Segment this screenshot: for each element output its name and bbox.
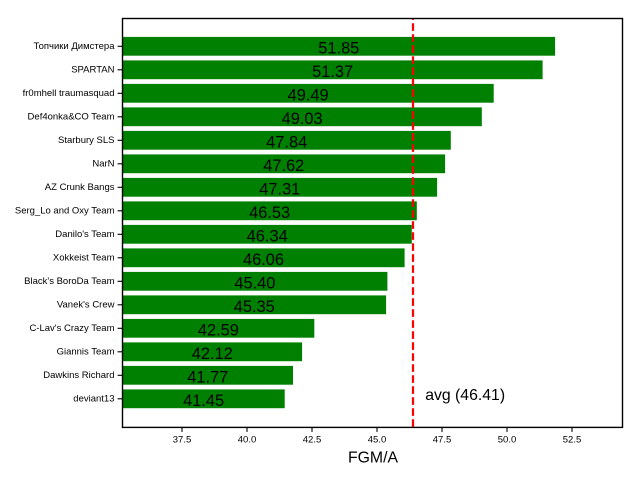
svg-text:47.5: 47.5 bbox=[433, 434, 452, 445]
svg-text:47.31: 47.31 bbox=[259, 181, 300, 199]
svg-text:41.45: 41.45 bbox=[183, 392, 224, 410]
svg-text:FGM/A: FGM/A bbox=[348, 450, 398, 467]
svg-text:NarN: NarN bbox=[92, 159, 114, 170]
svg-text:50.0: 50.0 bbox=[498, 434, 517, 445]
svg-text:42.5: 42.5 bbox=[303, 434, 322, 445]
svg-text:42.12: 42.12 bbox=[192, 345, 233, 363]
svg-text:AZ Crunk Bangs: AZ Crunk Bangs bbox=[45, 182, 115, 193]
svg-text:52.5: 52.5 bbox=[563, 434, 582, 445]
svg-text:fr0mhell traumasquad: fr0mhell traumasquad bbox=[23, 88, 115, 99]
svg-text:Starbury SLS: Starbury SLS bbox=[58, 135, 115, 146]
svg-text:deviant13: deviant13 bbox=[73, 394, 114, 405]
svg-text:46.06: 46.06 bbox=[243, 251, 284, 269]
svg-text:51.37: 51.37 bbox=[312, 63, 353, 81]
svg-text:45.40: 45.40 bbox=[234, 275, 275, 293]
svg-text:avg (46.41): avg (46.41) bbox=[425, 387, 505, 404]
svg-text:Danilo's Team: Danilo's Team bbox=[55, 229, 114, 240]
svg-text:47.62: 47.62 bbox=[263, 157, 304, 175]
svg-text:Топчики Димстера: Топчики Димстера bbox=[34, 41, 116, 52]
svg-text:45.35: 45.35 bbox=[234, 298, 275, 316]
svg-text:46.34: 46.34 bbox=[247, 228, 288, 246]
svg-text:45.0: 45.0 bbox=[368, 434, 387, 445]
svg-text:C-Lav's Crazy Team: C-Lav's Crazy Team bbox=[29, 323, 114, 334]
svg-text:49.03: 49.03 bbox=[282, 110, 323, 128]
svg-text:Black's BoroDa Team: Black's BoroDa Team bbox=[24, 276, 114, 287]
svg-text:Def4onka&CO Team: Def4onka&CO Team bbox=[28, 112, 115, 123]
svg-text:46.53: 46.53 bbox=[249, 204, 290, 222]
svg-text:Dawkins Richard: Dawkins Richard bbox=[43, 370, 114, 381]
svg-text:49.49: 49.49 bbox=[288, 87, 329, 105]
svg-text:Vanek's Crew: Vanek's Crew bbox=[57, 300, 115, 311]
svg-text:47.84: 47.84 bbox=[266, 134, 307, 152]
svg-text:Serg_Lo and Oxy Team: Serg_Lo and Oxy Team bbox=[15, 206, 115, 217]
svg-text:51.85: 51.85 bbox=[318, 40, 359, 58]
svg-text:42.59: 42.59 bbox=[198, 322, 239, 340]
svg-text:SPARTAN: SPARTAN bbox=[71, 65, 114, 76]
svg-text:Xokkeist Team: Xokkeist Team bbox=[53, 253, 115, 264]
svg-text:41.77: 41.77 bbox=[187, 369, 228, 387]
svg-text:Giannis Team: Giannis Team bbox=[57, 347, 115, 358]
svg-text:40.0: 40.0 bbox=[238, 434, 257, 445]
svg-text:37.5: 37.5 bbox=[173, 434, 192, 445]
